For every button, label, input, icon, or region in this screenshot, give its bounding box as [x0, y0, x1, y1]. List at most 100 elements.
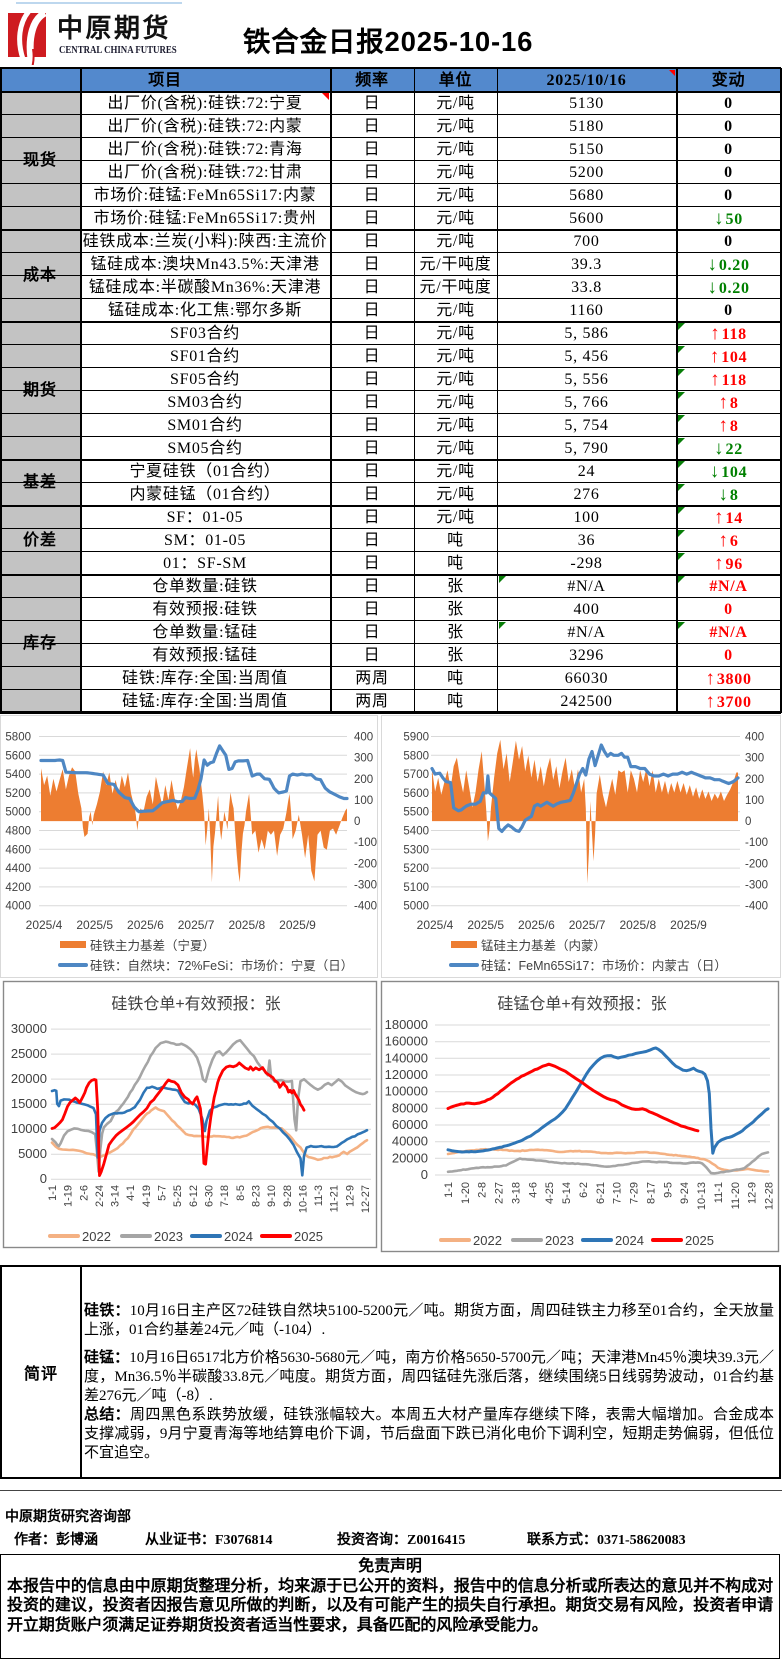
svg-text:80000: 80000 — [392, 1100, 428, 1115]
svg-text:10-16: 10-16 — [297, 1185, 309, 1213]
svg-text:9-10: 9-10 — [266, 1185, 278, 1207]
svg-text:-400: -400 — [354, 901, 377, 913]
svg-text:-400: -400 — [745, 901, 768, 913]
svg-text:2025/6: 2025/6 — [518, 918, 555, 932]
svg-text:2023: 2023 — [545, 1233, 574, 1248]
svg-text:2025/7: 2025/7 — [569, 918, 606, 932]
svg-text:11-21: 11-21 — [329, 1185, 341, 1212]
svg-text:1-20: 1-20 — [460, 1182, 472, 1204]
svg-text:-300: -300 — [745, 880, 768, 892]
svg-text:5800: 5800 — [403, 750, 429, 762]
svg-text:7-18: 7-18 — [219, 1185, 231, 1207]
svg-text:8-5: 8-5 — [235, 1185, 247, 1201]
svg-text:5600: 5600 — [403, 788, 429, 800]
svg-text:7-10: 7-10 — [612, 1182, 624, 1204]
svg-text:硅铁：自然块：72%FeSi：市场价：宁夏（日）: 硅铁：自然块：72%FeSi：市场价：宁夏（日） — [90, 958, 353, 973]
svg-text:2025: 2025 — [685, 1233, 714, 1248]
svg-text:硅锰仓单+有效预报：张: 硅锰仓单+有效预报：张 — [497, 995, 666, 1013]
svg-text:5400: 5400 — [403, 826, 429, 838]
svg-text:12-27: 12-27 — [360, 1185, 372, 1213]
svg-text:3-14: 3-14 — [110, 1185, 122, 1207]
svg-text:4200: 4200 — [5, 882, 31, 894]
svg-text:11-1: 11-1 — [713, 1182, 725, 1203]
svg-text:硅锰：FeMn65Si17：市场价：内蒙古（日）: 硅锰：FeMn65Si17：市场价：内蒙古（日） — [481, 958, 727, 973]
svg-text:5-7: 5-7 — [157, 1185, 169, 1201]
svg-text:2025/8: 2025/8 — [619, 918, 656, 932]
svg-text:2025/4: 2025/4 — [417, 918, 454, 932]
svg-text:30000: 30000 — [11, 1021, 47, 1036]
svg-text:2-6: 2-6 — [78, 1185, 90, 1201]
svg-text:200: 200 — [354, 774, 373, 786]
svg-text:2023: 2023 — [154, 1229, 183, 1244]
svg-text:300: 300 — [745, 753, 764, 765]
svg-text:6-2: 6-2 — [578, 1182, 590, 1198]
svg-text:9-24: 9-24 — [679, 1182, 691, 1204]
svg-text:2-24: 2-24 — [94, 1185, 106, 1207]
svg-text:5-14: 5-14 — [561, 1182, 573, 1204]
svg-text:6-30: 6-30 — [204, 1185, 216, 1207]
svg-text:11-3: 11-3 — [313, 1185, 325, 1206]
svg-text:2025: 2025 — [294, 1229, 323, 1244]
svg-text:9-5: 9-5 — [662, 1182, 674, 1198]
svg-text:5400: 5400 — [5, 769, 31, 781]
svg-text:400: 400 — [354, 732, 373, 744]
svg-text:60000: 60000 — [392, 1117, 428, 1132]
svg-text:2022: 2022 — [82, 1229, 111, 1244]
svg-text:4-1: 4-1 — [125, 1185, 137, 1201]
svg-text:5000: 5000 — [5, 807, 31, 819]
svg-text:5-25: 5-25 — [172, 1185, 184, 1207]
svg-text:1-1: 1-1 — [47, 1185, 59, 1201]
svg-text:-200: -200 — [354, 858, 377, 870]
svg-text:100: 100 — [354, 795, 373, 807]
svg-text:锰硅主力基差（内蒙）: 锰硅主力基差（内蒙） — [481, 938, 606, 953]
svg-text:2025/4: 2025/4 — [26, 918, 63, 932]
svg-text:1-19: 1-19 — [63, 1185, 75, 1207]
svg-text:5900: 5900 — [403, 732, 429, 744]
svg-text:4-6: 4-6 — [527, 1182, 539, 1198]
svg-text:0: 0 — [40, 1171, 47, 1186]
svg-text:400: 400 — [745, 732, 764, 744]
svg-text:-100: -100 — [354, 837, 377, 849]
svg-text:100: 100 — [745, 795, 764, 807]
svg-text:2022: 2022 — [473, 1233, 502, 1248]
svg-text:2025/6: 2025/6 — [127, 918, 164, 932]
svg-text:0: 0 — [354, 816, 360, 828]
svg-text:5200: 5200 — [5, 788, 31, 800]
svg-text:10-13: 10-13 — [696, 1182, 708, 1210]
svg-text:5800: 5800 — [5, 732, 31, 744]
svg-text:4-25: 4-25 — [544, 1182, 556, 1204]
svg-text:40000: 40000 — [392, 1134, 428, 1149]
svg-text:12-9: 12-9 — [747, 1182, 759, 1204]
svg-text:硅铁主力基差（宁夏）: 硅铁主力基差（宁夏） — [90, 938, 215, 953]
svg-text:7-29: 7-29 — [629, 1182, 641, 1204]
svg-text:140000: 140000 — [385, 1050, 428, 1065]
svg-text:5500: 5500 — [403, 807, 429, 819]
svg-text:120000: 120000 — [385, 1067, 428, 1082]
svg-text:12-28: 12-28 — [764, 1182, 776, 1210]
svg-text:2025/5: 2025/5 — [467, 918, 504, 932]
svg-text:4000: 4000 — [5, 901, 31, 913]
svg-text:4400: 4400 — [5, 863, 31, 875]
svg-text:160000: 160000 — [385, 1034, 428, 1049]
svg-text:2025/9: 2025/9 — [670, 918, 707, 932]
svg-text:-100: -100 — [745, 837, 768, 849]
svg-text:2025/7: 2025/7 — [178, 918, 215, 932]
svg-text:2025/5: 2025/5 — [76, 918, 113, 932]
svg-text:5100: 5100 — [403, 882, 429, 894]
svg-text:0: 0 — [745, 816, 751, 828]
svg-text:180000: 180000 — [385, 1017, 428, 1032]
svg-text:2-27: 2-27 — [494, 1182, 506, 1204]
svg-text:300: 300 — [354, 753, 373, 765]
svg-text:100000: 100000 — [385, 1084, 428, 1099]
svg-text:2025/8: 2025/8 — [228, 918, 265, 932]
svg-text:12-9: 12-9 — [344, 1185, 356, 1207]
svg-text:5000: 5000 — [18, 1146, 47, 1161]
svg-text:5000: 5000 — [403, 901, 429, 913]
svg-text:1-1: 1-1 — [443, 1182, 455, 1198]
svg-text:5600: 5600 — [5, 750, 31, 762]
svg-text:-200: -200 — [745, 858, 768, 870]
svg-text:0: 0 — [421, 1167, 428, 1182]
svg-text:5700: 5700 — [403, 769, 429, 781]
svg-text:5200: 5200 — [403, 863, 429, 875]
svg-text:硅铁仓单+有效预报：张: 硅铁仓单+有效预报：张 — [111, 995, 280, 1013]
